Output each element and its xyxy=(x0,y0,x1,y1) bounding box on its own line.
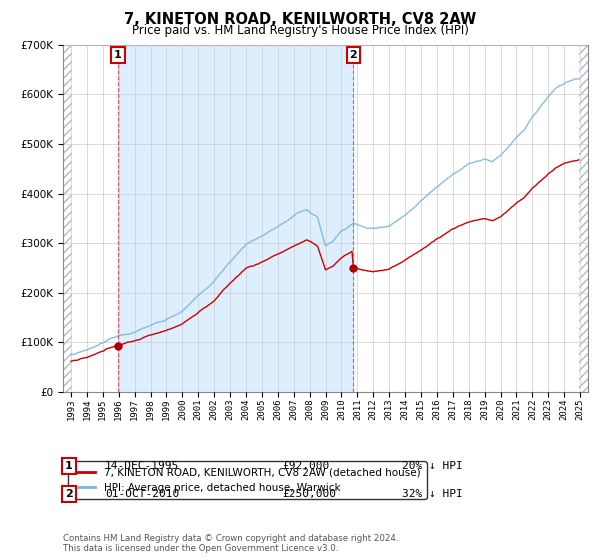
Text: 32% ↓ HPI: 32% ↓ HPI xyxy=(402,489,463,499)
Text: 1: 1 xyxy=(65,461,73,471)
Text: 01-OCT-2010: 01-OCT-2010 xyxy=(105,489,179,499)
Text: Price paid vs. HM Land Registry's House Price Index (HPI): Price paid vs. HM Land Registry's House … xyxy=(131,24,469,36)
Legend: 7, KINETON ROAD, KENILWORTH, CV8 2AW (detached house), HPI: Average price, detac: 7, KINETON ROAD, KENILWORTH, CV8 2AW (de… xyxy=(68,461,427,499)
Text: 7, KINETON ROAD, KENILWORTH, CV8 2AW: 7, KINETON ROAD, KENILWORTH, CV8 2AW xyxy=(124,12,476,27)
Text: £92,000: £92,000 xyxy=(282,461,329,471)
Bar xyxy=(118,45,353,392)
Text: 20% ↓ HPI: 20% ↓ HPI xyxy=(402,461,463,471)
Text: 1: 1 xyxy=(114,50,122,60)
Text: 14-DEC-1995: 14-DEC-1995 xyxy=(105,461,179,471)
Text: 2: 2 xyxy=(349,50,357,60)
Text: £250,000: £250,000 xyxy=(282,489,336,499)
Text: 2: 2 xyxy=(65,489,73,499)
Text: Contains HM Land Registry data © Crown copyright and database right 2024.
This d: Contains HM Land Registry data © Crown c… xyxy=(63,534,398,553)
